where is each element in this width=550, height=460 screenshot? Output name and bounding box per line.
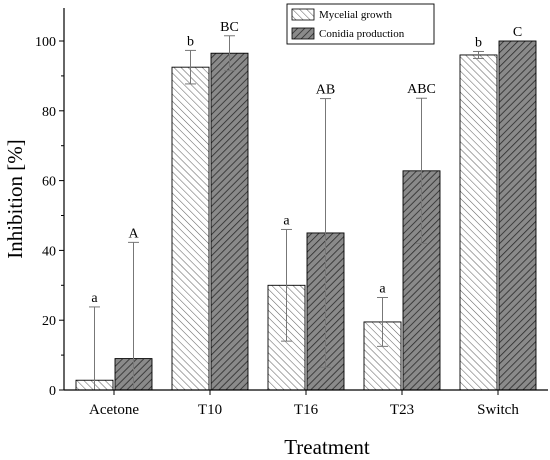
- y-tick-label: 20: [42, 314, 56, 329]
- bar-conidia-production: [498, 40, 537, 391]
- legend-label-conidia-production: Conidia production: [319, 28, 405, 40]
- x-axis-title: Treatment: [284, 435, 370, 459]
- significance-letter: A: [128, 226, 139, 241]
- significance-letter: BC: [220, 20, 239, 35]
- legend-label-mycelial-growth: Mycelial growth: [319, 9, 393, 21]
- significance-letter: a: [379, 282, 386, 297]
- significance-letter: b: [187, 34, 194, 49]
- x-tick-label: T10: [198, 402, 222, 418]
- y-axis-title: Inhibition [%]: [3, 139, 27, 259]
- error-bars-layer: [89, 35, 484, 390]
- y-tick-label: 60: [42, 175, 56, 190]
- y-tick-label: 80: [42, 105, 56, 120]
- x-ticks: Acetone T10 T16 T23 Switch: [89, 390, 519, 418]
- x-tick-label: Acetone: [89, 402, 139, 418]
- y-tick-label: 0: [49, 384, 56, 399]
- legend-swatch-conidia-production: [291, 27, 315, 40]
- bars-layer: [75, 40, 537, 391]
- bar-mycelial-growth: [171, 66, 210, 391]
- legend-swatch-mycelial-growth: [291, 8, 315, 21]
- x-tick-label: Switch: [477, 402, 519, 418]
- x-tick-label: T23: [390, 402, 414, 418]
- significance-letters-layer: a Ab BC a AB a ABC b C: [91, 20, 522, 306]
- x-tick-label: T16: [294, 402, 319, 418]
- bar-mycelial-growth: [459, 54, 498, 391]
- significance-letter: a: [283, 213, 290, 228]
- y-tick-label: 100: [35, 35, 56, 50]
- significance-letter: AB: [316, 83, 335, 98]
- significance-letter: a: [91, 291, 98, 306]
- legend: Mycelial growth Conidia production: [286, 3, 435, 45]
- significance-letter: ABC: [407, 82, 436, 97]
- bar-conidia-production: [210, 52, 249, 391]
- y-ticks: 0 20 40 60 80 100: [35, 35, 64, 399]
- y-tick-label: 40: [42, 244, 56, 259]
- significance-letter: C: [513, 25, 522, 40]
- significance-letter: b: [475, 35, 482, 50]
